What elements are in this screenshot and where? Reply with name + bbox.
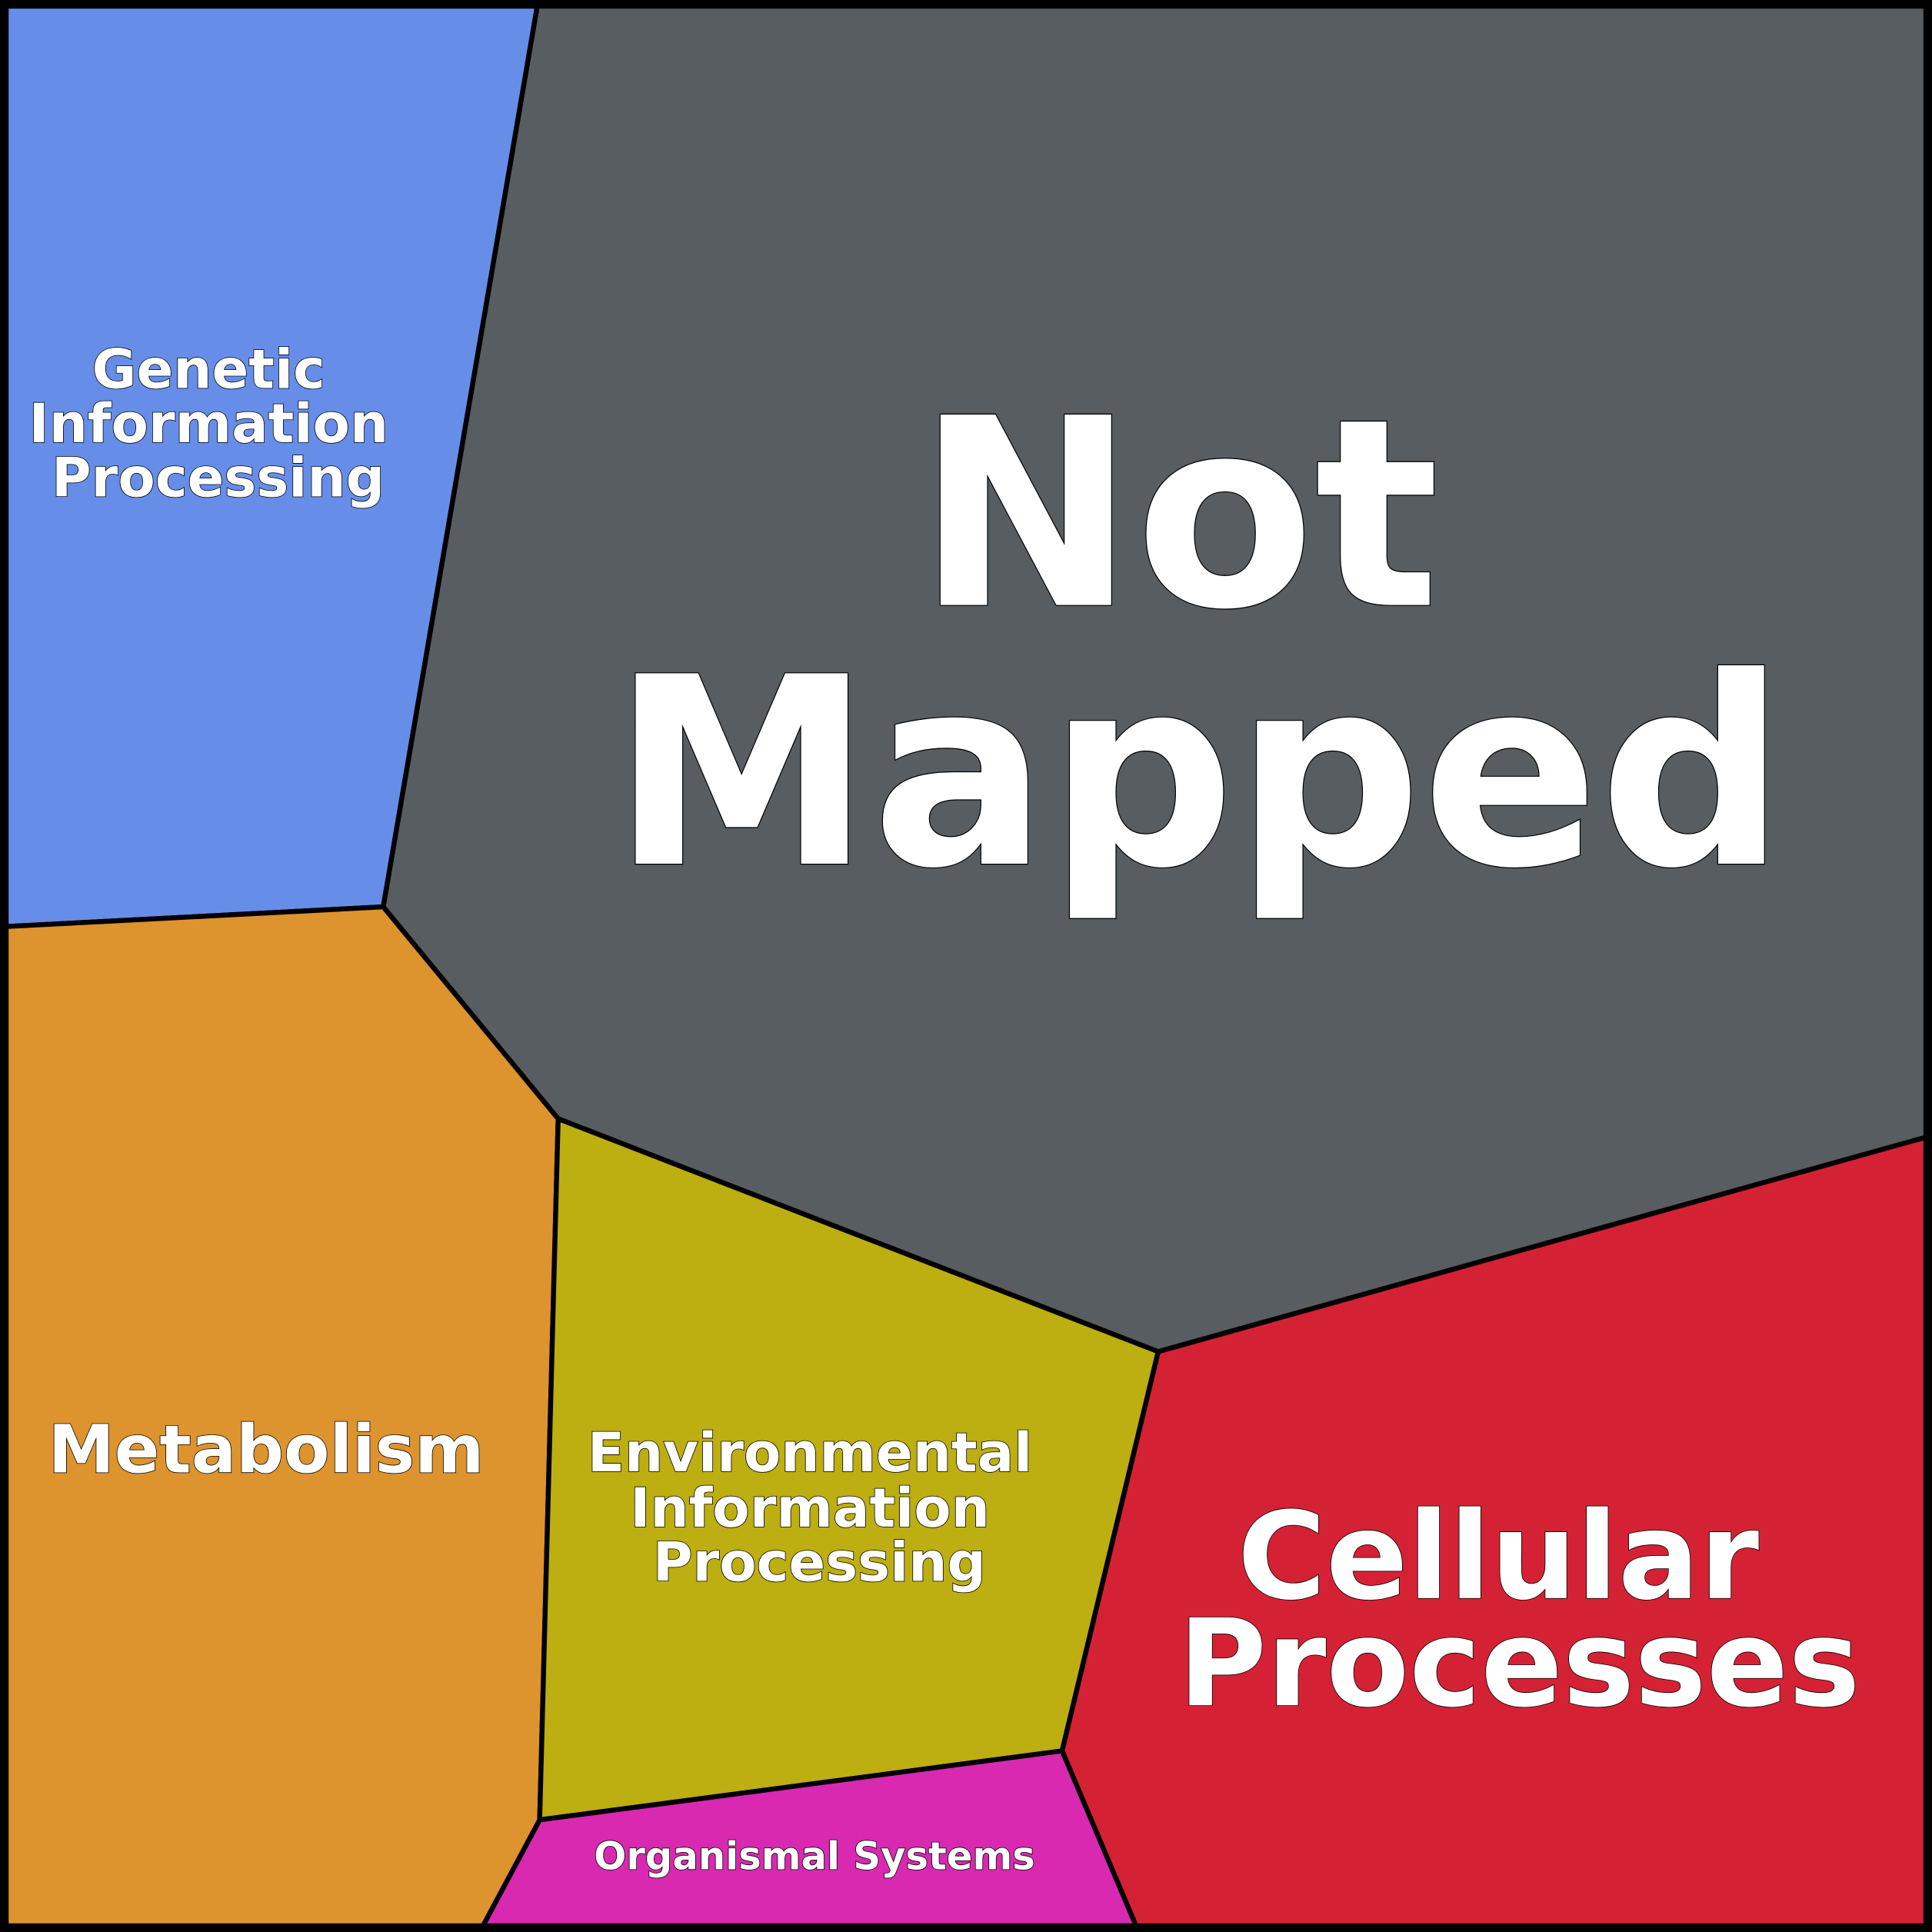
label-organismal-systems: Organismal Systems	[594, 1834, 1035, 1878]
label-line: Metabolism	[48, 1411, 485, 1488]
label-line: Cellular	[1237, 1487, 1759, 1627]
label-genetic-information-processing: Genetic Information Processing	[28, 338, 407, 510]
label-environmental-information-processing: Environmental Information Processing	[588, 1421, 1051, 1594]
label-not-mapped: Not Mapped	[611, 364, 1786, 926]
label-line: Not	[917, 364, 1440, 668]
label-line: Processing	[52, 447, 385, 510]
label-metabolism: Metabolism	[48, 1411, 485, 1488]
label-line: Genetic	[92, 338, 325, 401]
label-line: Environmental	[588, 1421, 1033, 1484]
label-line: Processes	[1178, 1594, 1860, 1734]
label-line: Information	[28, 392, 388, 455]
label-line: Information	[630, 1477, 990, 1540]
label-cellular-processes: Cellular Processes	[1178, 1487, 1860, 1734]
label-line: Processing	[653, 1531, 986, 1594]
label-line: Organismal Systems	[594, 1834, 1035, 1878]
label-line: Mapped	[611, 622, 1786, 926]
